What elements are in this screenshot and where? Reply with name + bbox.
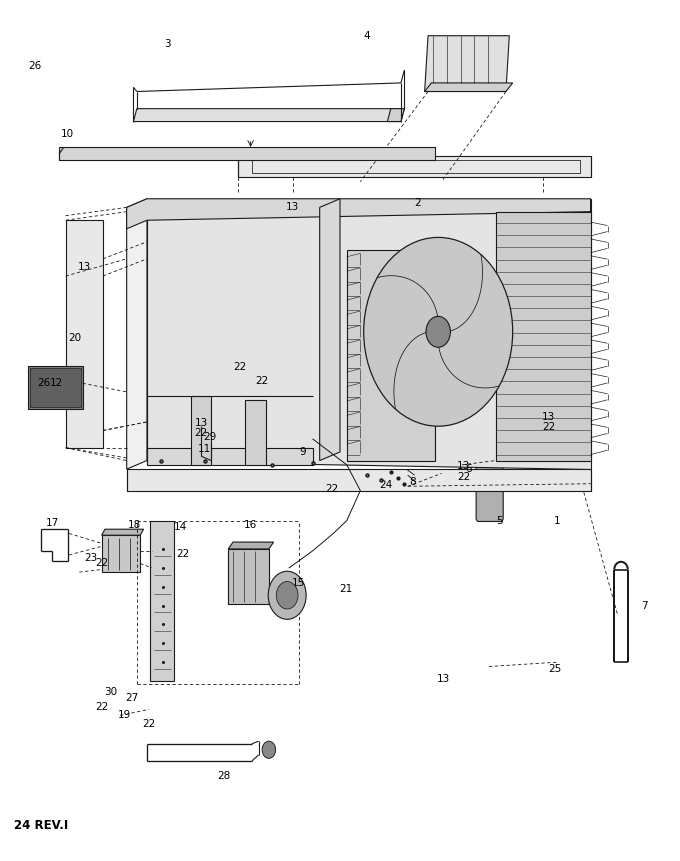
Text: 22: 22 xyxy=(176,549,190,559)
Text: 13
22: 13 22 xyxy=(458,461,471,482)
Text: 22: 22 xyxy=(233,362,246,372)
Text: 30: 30 xyxy=(105,687,118,697)
Text: 14: 14 xyxy=(174,522,188,531)
Polygon shape xyxy=(320,199,340,461)
Text: 11: 11 xyxy=(198,444,211,455)
Text: 19: 19 xyxy=(118,710,131,721)
Text: 16: 16 xyxy=(244,520,257,530)
Text: 4: 4 xyxy=(364,31,371,40)
Text: 6: 6 xyxy=(465,464,472,474)
Text: 10: 10 xyxy=(61,129,74,139)
Text: 22: 22 xyxy=(95,702,108,712)
Text: 17: 17 xyxy=(46,518,58,528)
Polygon shape xyxy=(388,108,405,121)
Polygon shape xyxy=(228,549,269,604)
Text: 22: 22 xyxy=(142,719,156,729)
Text: 28: 28 xyxy=(217,771,230,781)
Polygon shape xyxy=(126,469,590,491)
Text: 26: 26 xyxy=(37,378,50,388)
Text: 25: 25 xyxy=(549,664,562,674)
Text: 13
22: 13 22 xyxy=(542,412,555,432)
Text: 22: 22 xyxy=(95,558,108,567)
Text: 7: 7 xyxy=(641,602,648,611)
Polygon shape xyxy=(245,400,265,465)
Polygon shape xyxy=(101,530,143,536)
Text: 1: 1 xyxy=(554,516,560,525)
Text: 29: 29 xyxy=(203,432,217,443)
Text: 3: 3 xyxy=(164,40,171,49)
Circle shape xyxy=(276,581,298,609)
Circle shape xyxy=(262,741,275,759)
Text: 13: 13 xyxy=(437,674,449,684)
Text: 22: 22 xyxy=(325,484,339,494)
Text: 21: 21 xyxy=(339,585,352,594)
Polygon shape xyxy=(133,108,405,121)
Polygon shape xyxy=(424,35,509,91)
Polygon shape xyxy=(239,156,590,177)
Text: 2: 2 xyxy=(415,198,421,208)
Text: 15: 15 xyxy=(292,579,305,588)
Ellipse shape xyxy=(277,438,292,449)
Text: 24 REV.I: 24 REV.I xyxy=(14,819,68,832)
Text: 23: 23 xyxy=(84,553,97,562)
Polygon shape xyxy=(126,199,590,229)
Text: 8: 8 xyxy=(409,477,415,487)
Circle shape xyxy=(426,316,450,347)
Polygon shape xyxy=(66,220,103,448)
Polygon shape xyxy=(150,521,174,681)
Polygon shape xyxy=(347,251,435,461)
Circle shape xyxy=(268,571,306,619)
Polygon shape xyxy=(228,542,273,549)
Polygon shape xyxy=(126,199,147,469)
Text: 24: 24 xyxy=(379,480,392,490)
Text: 27: 27 xyxy=(125,693,138,703)
Text: 13: 13 xyxy=(78,263,90,272)
Text: 5: 5 xyxy=(496,516,503,525)
Polygon shape xyxy=(424,83,513,91)
Polygon shape xyxy=(29,366,83,409)
Polygon shape xyxy=(101,536,140,572)
Ellipse shape xyxy=(479,459,500,468)
Polygon shape xyxy=(191,396,211,465)
Polygon shape xyxy=(496,212,590,461)
Polygon shape xyxy=(30,368,82,407)
Polygon shape xyxy=(147,199,590,469)
Text: 26: 26 xyxy=(29,61,42,71)
Circle shape xyxy=(364,238,513,426)
Text: 22: 22 xyxy=(256,375,269,386)
Polygon shape xyxy=(59,147,435,160)
Text: 13
22: 13 22 xyxy=(194,418,208,438)
Text: 13: 13 xyxy=(286,202,299,213)
Polygon shape xyxy=(147,448,313,465)
FancyBboxPatch shape xyxy=(476,461,503,522)
Ellipse shape xyxy=(312,441,327,451)
Text: 9: 9 xyxy=(299,447,306,457)
Text: 18: 18 xyxy=(127,520,141,530)
Text: 12: 12 xyxy=(50,378,63,388)
Text: 20: 20 xyxy=(68,333,81,343)
